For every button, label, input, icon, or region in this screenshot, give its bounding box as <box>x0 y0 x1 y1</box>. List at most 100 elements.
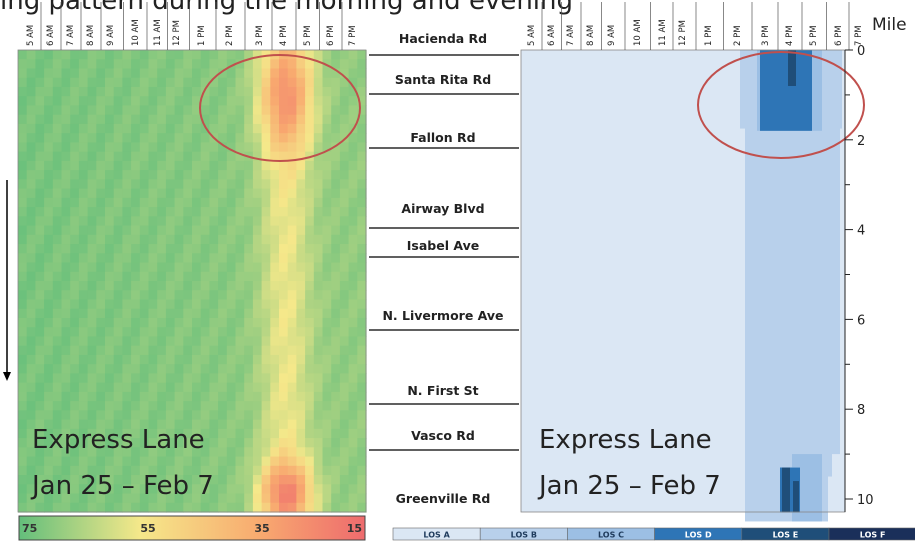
speed-cell <box>287 456 297 467</box>
speed-cell <box>296 86 306 97</box>
speed-cell <box>357 336 367 347</box>
speed-cell <box>252 253 263 264</box>
speed-cell <box>139 428 150 439</box>
speed-cell <box>226 447 237 458</box>
speed-cell <box>174 327 184 338</box>
speed-cell <box>270 225 280 236</box>
speed-cell <box>87 391 97 402</box>
speed-cell <box>105 327 115 338</box>
speed-cell <box>296 170 306 180</box>
speed-cell <box>287 96 297 107</box>
speed-cell <box>279 475 289 485</box>
speed-cell <box>113 68 123 79</box>
speed-cell <box>148 216 158 227</box>
speed-cell <box>78 262 89 273</box>
speed-cell <box>244 50 254 60</box>
speed-cell <box>174 50 184 60</box>
speed-cell <box>270 428 280 439</box>
speed-cell <box>305 170 315 180</box>
speed-cell <box>52 50 63 60</box>
speed-cell <box>331 502 341 513</box>
speed-cell <box>322 317 332 328</box>
speed-cell <box>157 133 167 143</box>
speed-cell <box>226 133 237 143</box>
speed-cell <box>313 253 324 264</box>
speed-cell <box>105 179 115 190</box>
speed-cell <box>52 188 63 199</box>
speed-cell <box>348 179 358 190</box>
speed-cell <box>339 428 350 439</box>
speed-cell <box>157 179 167 190</box>
speed-cell <box>235 271 245 282</box>
speed-cell <box>279 336 289 347</box>
speed-cell <box>18 336 28 347</box>
speed-cell <box>192 327 202 338</box>
speed-cell <box>287 354 297 365</box>
speed-cell <box>122 447 132 458</box>
speed-cell <box>244 96 254 107</box>
speed-cell <box>96 68 106 79</box>
speed-cell <box>252 197 263 208</box>
speed-cell <box>279 170 289 180</box>
speed-cell <box>148 354 158 365</box>
speed-cell <box>35 475 45 485</box>
speed-cell <box>252 59 263 70</box>
speed-cell <box>139 447 150 458</box>
speed-cell <box>322 428 332 439</box>
speed-cell <box>339 151 350 162</box>
speed-cell <box>174 271 184 282</box>
speed-cell <box>157 373 167 384</box>
speed-cell <box>52 493 63 504</box>
speed-cell <box>122 299 132 310</box>
speed-cell <box>209 262 219 273</box>
speed-cell <box>157 345 167 356</box>
speed-cell <box>192 410 202 421</box>
speed-cell <box>105 438 115 448</box>
speed-cell <box>165 244 176 254</box>
speed-cell <box>139 271 150 282</box>
speed-cell <box>52 86 63 97</box>
speed-cell <box>270 317 280 328</box>
speed-cell <box>296 151 306 162</box>
speed-cell <box>218 419 228 430</box>
speed-cell <box>357 354 367 365</box>
speed-cell <box>331 391 341 402</box>
speed-cell <box>313 123 324 134</box>
direction-arrow <box>3 180 11 381</box>
speed-cell <box>218 475 228 485</box>
speed-cell <box>296 373 306 384</box>
speed-cell <box>174 438 184 448</box>
speed-cell <box>113 354 123 365</box>
speed-cell <box>279 142 289 153</box>
speed-cell <box>35 225 45 236</box>
speed-cell <box>139 207 150 217</box>
speed-cell <box>287 179 297 190</box>
speed-cell <box>174 160 184 171</box>
speed-cell <box>61 345 71 356</box>
speed-cell <box>270 160 280 171</box>
speed-cell <box>26 96 36 107</box>
speed-cell <box>209 475 219 485</box>
speed-cell <box>122 382 132 393</box>
speed-cell <box>331 327 341 338</box>
speed-cell <box>26 391 36 402</box>
speed-cell <box>157 114 167 125</box>
speed-cell <box>244 179 254 190</box>
speed-cell <box>131 419 141 430</box>
speed-cell <box>244 438 254 448</box>
speed-cell <box>122 86 132 97</box>
speed-cell <box>209 438 219 448</box>
speed-cell <box>270 465 280 476</box>
speed-cell <box>244 281 254 291</box>
speed-cell <box>183 114 193 125</box>
speed-cell <box>244 401 254 411</box>
speed-cell <box>174 123 184 134</box>
speed-cell <box>35 364 45 374</box>
speed-cell <box>35 96 45 107</box>
speed-cell <box>131 77 141 88</box>
speed-cell <box>305 207 315 217</box>
speed-cell <box>113 290 123 301</box>
speed-cell <box>52 262 63 273</box>
speed-cell <box>296 456 306 467</box>
